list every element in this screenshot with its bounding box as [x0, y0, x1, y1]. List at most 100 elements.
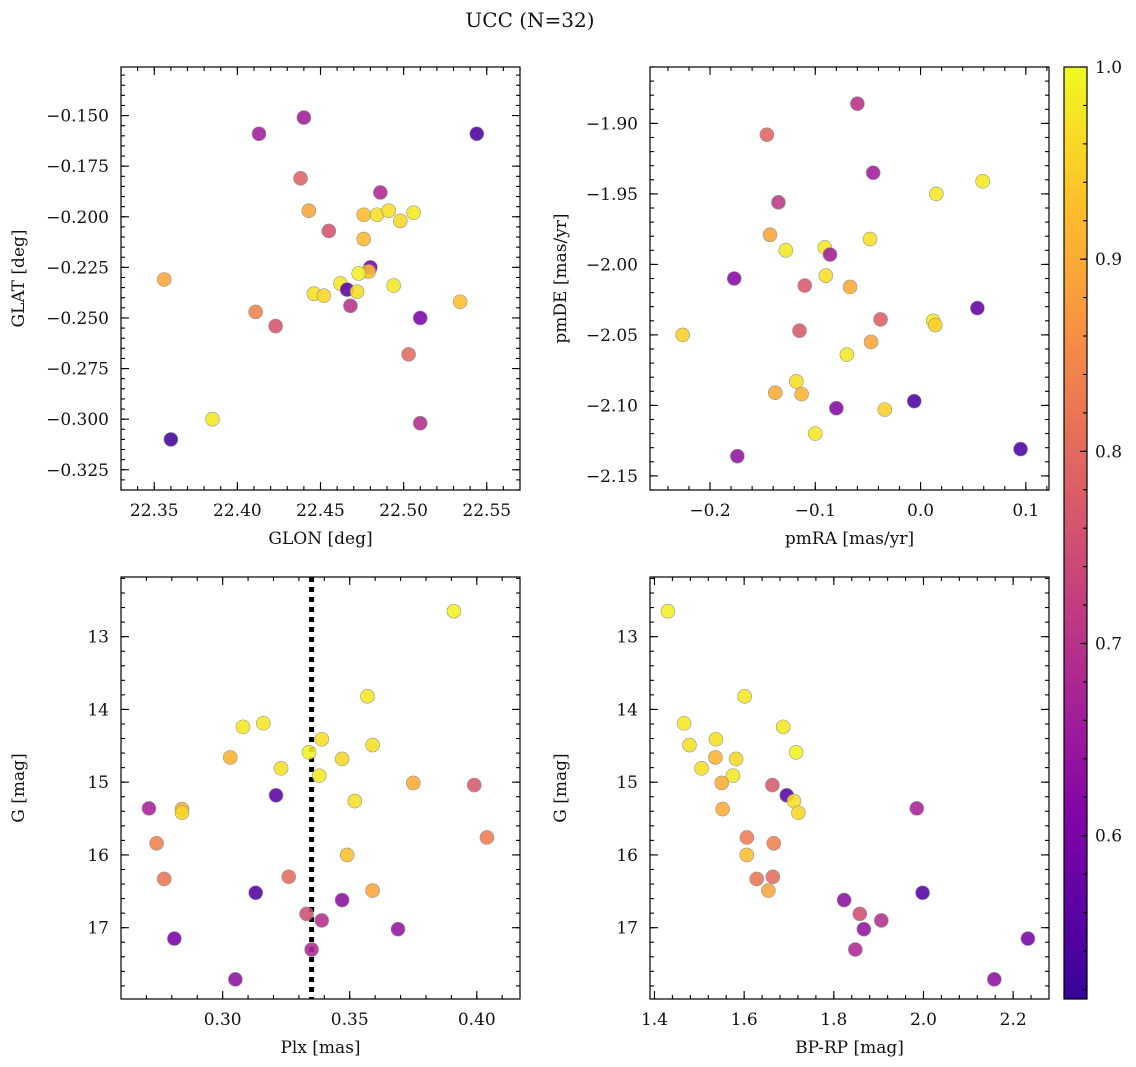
y-axis-label: G [mag]: [9, 753, 29, 822]
y-tick-label: 13: [616, 628, 638, 648]
y-tick-label: −0.150: [46, 107, 109, 127]
y-tick-label: −0.275: [46, 360, 109, 380]
axes-frame: [649, 576, 1050, 1000]
scatter-point: [412, 310, 428, 326]
y-tick-label: 17: [616, 919, 638, 939]
x-tick-label: 22.50: [379, 501, 428, 521]
scatter-point: [877, 402, 893, 417]
scatter-point: [205, 411, 220, 427]
scatter-point: [928, 317, 943, 333]
scatter-point: [778, 243, 794, 258]
scatter-point: [304, 942, 319, 957]
scatter-point: [228, 972, 243, 987]
scatter-point: [765, 869, 781, 885]
scatter-point: [929, 186, 944, 202]
scatter-point: [343, 298, 358, 314]
y-tick-label: 17: [87, 919, 109, 939]
scatter-point: [256, 715, 271, 731]
scatter-point: [296, 110, 312, 125]
scatter-point: [848, 942, 863, 957]
scatter-point: [349, 284, 365, 299]
scatter-point: [248, 885, 263, 901]
scatter-point: [749, 871, 764, 887]
scatter-point: [268, 318, 283, 334]
y-tick-label: 15: [87, 773, 109, 793]
scatter-point: [412, 415, 428, 431]
scatter-point: [1013, 441, 1028, 457]
x-axis-label: GLON [deg]: [268, 529, 372, 549]
x-axis-label: BP-RP [mag]: [795, 1038, 904, 1058]
x-tick-label: 1.4: [641, 1010, 668, 1030]
scatter-point: [863, 334, 879, 350]
scatter-point: [874, 913, 889, 928]
scatter-point: [797, 278, 813, 293]
scatter-point: [714, 775, 730, 791]
scatter-point: [766, 835, 782, 851]
scatter-point: [222, 750, 238, 765]
scatter-point: [334, 751, 350, 767]
x-tick-label: 0.1: [1012, 501, 1039, 521]
x-tick-label: 0.40: [458, 1010, 496, 1030]
y-tick-label: 14: [616, 700, 638, 720]
scatter-point: [373, 185, 388, 200]
x-tick-label: −0.2: [689, 501, 730, 521]
colorbar-gradient: [1064, 67, 1087, 999]
scatter-point: [268, 787, 284, 803]
scatter-point: [767, 385, 783, 401]
scatter-point: [829, 400, 844, 416]
scatter-point: [156, 272, 172, 287]
x-tick-label: 22.55: [462, 501, 511, 521]
scatter-point: [314, 913, 330, 928]
y-axis-label: pmDE [mas/yr]: [551, 213, 571, 343]
scatter-point: [839, 347, 855, 362]
y-tick-label: 13: [87, 628, 109, 648]
scatter-point: [466, 777, 482, 793]
scatter-point: [856, 921, 872, 937]
scatter-point: [365, 883, 380, 898]
panel-bprp-g: 1.4 1.6 1.8 2.0 2.2 13 14 15 16 17 BP-RP [mag] G [m…: [551, 576, 1050, 1058]
scatter-point: [725, 768, 741, 783]
x-tick-label: 2.0: [910, 1010, 937, 1030]
scatter-point: [850, 96, 865, 111]
scatter-point: [726, 271, 742, 286]
scatter-point: [975, 173, 990, 189]
y-tick-label: 16: [87, 846, 109, 866]
scatter-point: [314, 731, 330, 747]
scatter-point: [842, 279, 858, 295]
scatter-point: [235, 719, 251, 735]
scatter-point: [906, 393, 922, 409]
scatter-point: [873, 312, 888, 327]
scatter-point: [347, 793, 363, 809]
y-tick-label: −1.90: [586, 114, 638, 134]
figure-title: UCC (N=32): [465, 8, 594, 32]
scatter-point: [339, 847, 355, 863]
scatter-point: [365, 737, 380, 753]
colorbar: 0.6 0.7 0.8 0.9 1.0: [1063, 58, 1122, 1000]
scatter-point: [406, 205, 421, 221]
panels: 22.35 22.40 22.45 22.50 22.55 −0.325 −0.300 −0.…: [9, 66, 1050, 1058]
y-tick-label: −0.225: [46, 258, 109, 278]
scatter-point: [737, 689, 752, 704]
y-tick-label: −0.325: [46, 461, 109, 481]
y-tick-label: −0.175: [46, 157, 109, 177]
axes-frame: [120, 576, 521, 1000]
scatter-point: [759, 127, 775, 142]
y-tick-label: −0.300: [46, 410, 109, 430]
scatter-point: [293, 171, 308, 186]
scatter-point: [761, 883, 776, 898]
scatter-point: [1020, 931, 1036, 946]
scatter-point: [149, 835, 164, 851]
x-tick-label: 22.35: [130, 501, 179, 521]
scatter-point: [321, 223, 337, 239]
colorbar-tick-label: 0.7: [1095, 634, 1122, 654]
scatter-point: [708, 731, 724, 747]
x-tick-label: 22.45: [296, 501, 345, 521]
scatter-point: [251, 126, 267, 142]
y-tick-label: 16: [616, 846, 638, 866]
scatter-point: [915, 885, 930, 901]
y-tick-label: −1.95: [586, 185, 638, 205]
y-tick-label: −0.250: [46, 309, 109, 329]
scatter-point: [316, 288, 332, 304]
y-axis-label: GLAT [deg]: [9, 229, 29, 327]
colorbar-frame: [1063, 66, 1088, 1000]
